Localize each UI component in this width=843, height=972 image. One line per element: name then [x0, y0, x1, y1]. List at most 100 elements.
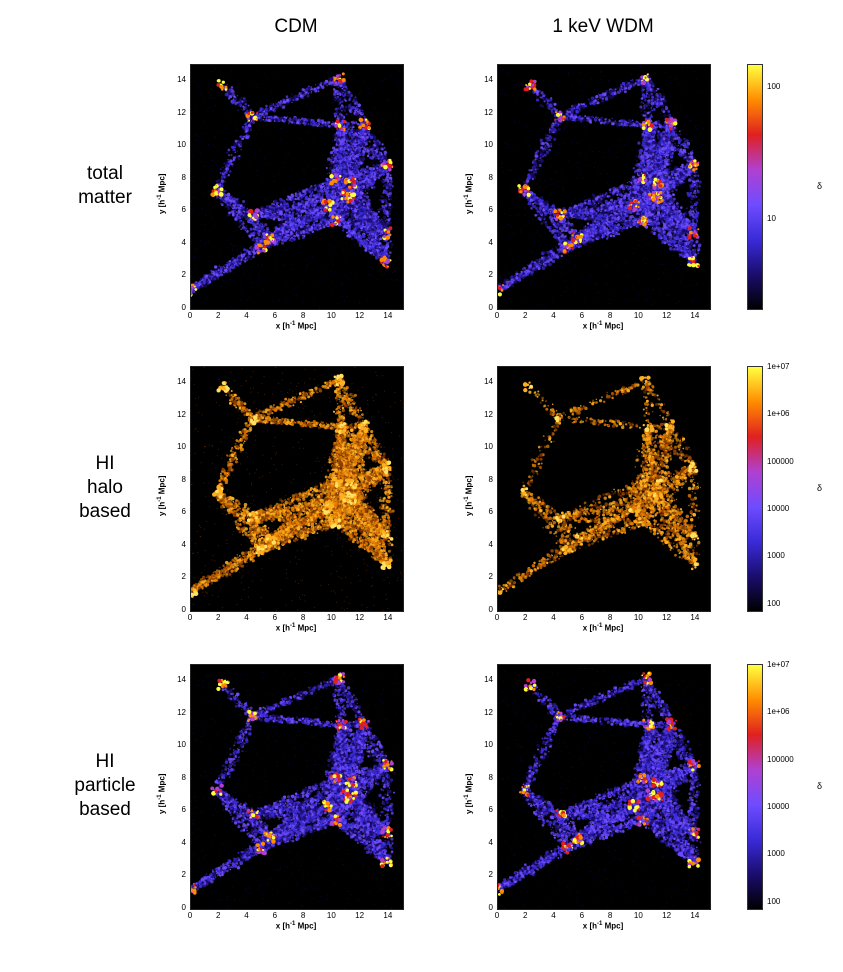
y-tick-label: 0	[166, 303, 186, 312]
x-tick-label: 14	[378, 613, 398, 622]
y-tick-label: 6	[473, 205, 493, 214]
colorbar-tick-label: 1e+07	[767, 362, 789, 371]
y-tick-label: 8	[166, 173, 186, 182]
y-tick-label: 8	[473, 475, 493, 484]
x-tick-label: 14	[685, 911, 705, 920]
density-map-image	[191, 367, 403, 611]
colorbar-tick-label: 100	[767, 599, 780, 608]
x-tick-label: 14	[378, 911, 398, 920]
x-tick-label: 14	[685, 311, 705, 320]
y-tick-label: 14	[473, 675, 493, 684]
x-tick-label: 12	[350, 911, 370, 920]
x-axis-label: x [h-1 Mpc]	[190, 623, 402, 633]
y-tick-label: 4	[166, 838, 186, 847]
x-tick-label: 8	[600, 911, 620, 920]
density-map-image	[498, 65, 710, 309]
x-axis-label: x [h-1 Mpc]	[190, 921, 402, 931]
y-tick-label: 12	[166, 108, 186, 117]
row-label-line: HI	[60, 452, 150, 476]
y-tick-label: 10	[166, 140, 186, 149]
y-tick-label: 12	[473, 108, 493, 117]
density-map-image	[191, 66, 403, 309]
x-tick-label: 12	[350, 311, 370, 320]
x-tick-label: 10	[628, 311, 648, 320]
x-tick-label: 10	[321, 613, 341, 622]
x-tick-label: 14	[378, 311, 398, 320]
y-tick-label: 6	[473, 805, 493, 814]
y-tick-label: 0	[166, 903, 186, 912]
density-map-panel	[190, 664, 404, 910]
density-map-image	[498, 665, 710, 909]
colorbar	[747, 664, 763, 910]
x-tick-label: 4	[237, 911, 257, 920]
y-tick-label: 12	[473, 708, 493, 717]
colorbar-tick-label: 100	[767, 897, 780, 906]
colorbar-tick-label: 1000	[767, 551, 785, 560]
x-tick-label: 2	[208, 911, 228, 920]
x-tick-label: 4	[237, 613, 257, 622]
row-label: total matter	[60, 162, 150, 210]
x-tick-label: 0	[487, 311, 507, 320]
x-tick-label: 6	[265, 613, 285, 622]
x-tick-label: 12	[657, 311, 677, 320]
y-axis-label: y [h-1 Mpc]	[464, 476, 474, 516]
density-map-panel	[497, 664, 711, 910]
y-tick-label: 10	[473, 442, 493, 451]
row-label-line: matter	[60, 186, 150, 210]
row-label-line: particle	[60, 774, 150, 798]
density-map-panel	[497, 366, 711, 612]
x-tick-label: 4	[237, 311, 257, 320]
y-tick-label: 14	[166, 75, 186, 84]
x-axis-label: x [h-1 Mpc]	[497, 921, 709, 931]
y-tick-label: 12	[473, 410, 493, 419]
x-axis-label: x [h-1 Mpc]	[497, 623, 709, 633]
colorbar-tick-label: 10000	[767, 504, 789, 513]
row-label-line: halo	[60, 476, 150, 500]
colorbar-tick-label: 10000	[767, 802, 789, 811]
x-tick-label: 4	[544, 311, 564, 320]
y-tick-label: 4	[166, 238, 186, 247]
colorbar-tick-label: 100000	[767, 755, 794, 764]
row-label-line: HI	[60, 750, 150, 774]
colorbar-tick-label: 1e+07	[767, 660, 789, 669]
x-tick-label: 8	[293, 911, 313, 920]
x-tick-label: 10	[321, 911, 341, 920]
y-tick-label: 0	[473, 605, 493, 614]
y-axis-label: y [h-1 Mpc]	[157, 774, 167, 814]
y-tick-label: 4	[473, 540, 493, 549]
y-tick-label: 2	[166, 572, 186, 581]
x-tick-label: 8	[293, 613, 313, 622]
y-tick-label: 2	[166, 270, 186, 279]
x-tick-label: 6	[265, 311, 285, 320]
density-map-panel	[497, 64, 711, 310]
x-tick-label: 14	[685, 613, 705, 622]
y-tick-label: 14	[473, 377, 493, 386]
y-tick-label: 2	[473, 572, 493, 581]
row-label-line: total	[60, 162, 150, 186]
x-tick-label: 8	[600, 613, 620, 622]
x-tick-label: 2	[208, 613, 228, 622]
x-tick-label: 2	[208, 311, 228, 320]
x-tick-label: 12	[350, 613, 370, 622]
colorbar	[747, 366, 763, 612]
x-tick-label: 0	[180, 613, 200, 622]
y-tick-label: 6	[166, 507, 186, 516]
y-tick-label: 4	[166, 540, 186, 549]
density-map-panel	[190, 64, 404, 310]
y-axis-label: y [h-1 Mpc]	[464, 774, 474, 814]
colorbar-tick-label: 1e+06	[767, 707, 789, 716]
y-tick-label: 6	[166, 805, 186, 814]
density-map-image	[191, 665, 402, 909]
y-tick-label: 0	[473, 303, 493, 312]
y-tick-label: 12	[166, 410, 186, 419]
y-tick-label: 0	[166, 605, 186, 614]
y-axis-label: y [h-1 Mpc]	[464, 174, 474, 214]
colorbar-tick-label: 10	[767, 214, 776, 223]
colorbar	[747, 64, 763, 310]
y-tick-label: 14	[166, 675, 186, 684]
y-tick-label: 4	[473, 838, 493, 847]
x-tick-label: 0	[487, 613, 507, 622]
colorbar-label: δ	[817, 781, 822, 791]
row-label: HI halo based	[60, 452, 150, 524]
row-label-line: based	[60, 500, 150, 524]
